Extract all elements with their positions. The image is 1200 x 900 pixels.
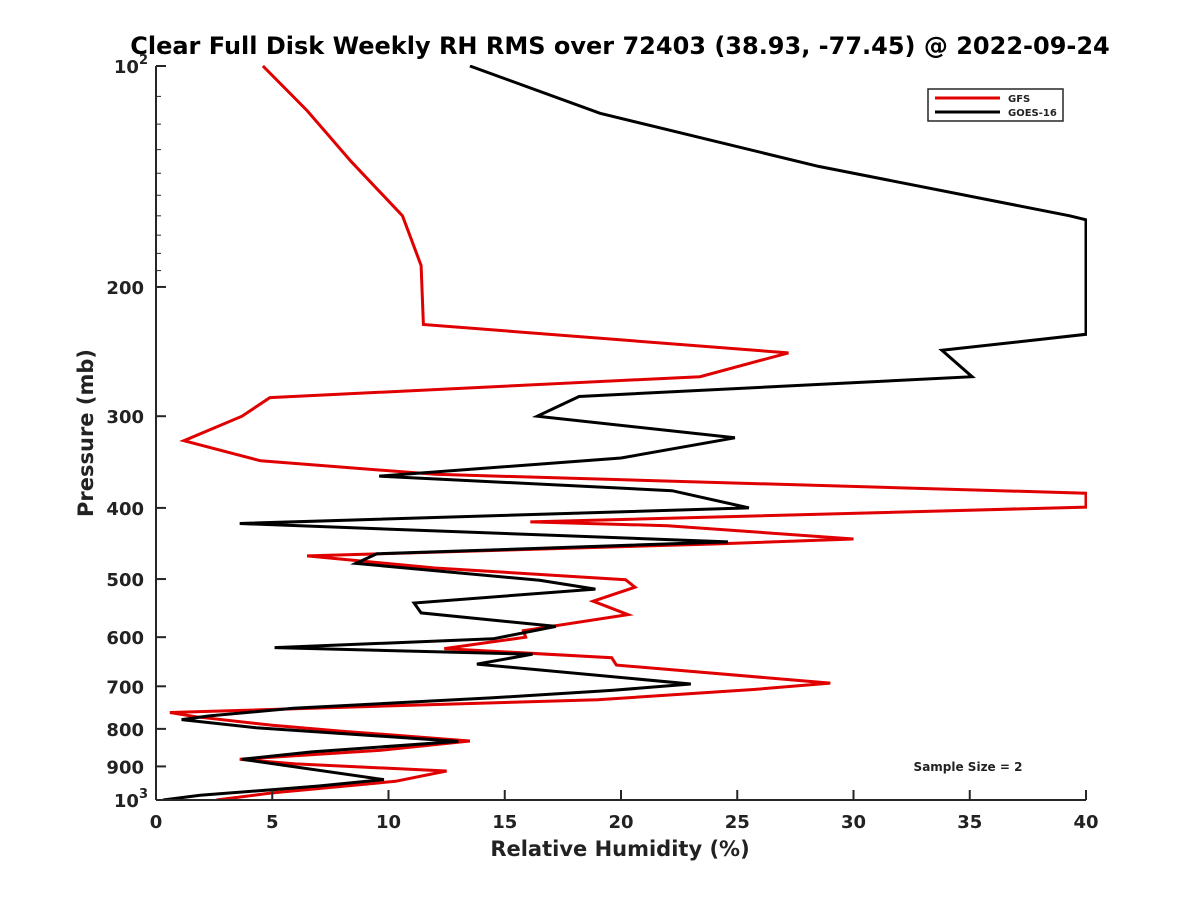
x-tick-label: 20: [608, 812, 633, 833]
y-tick-label: 500: [106, 570, 144, 591]
y-tick-label: 800: [106, 720, 144, 741]
x-tick-label: 25: [725, 812, 750, 833]
y-tick-label: 102: [114, 53, 148, 78]
series-line-gfs: [169, 65, 1087, 801]
x-tick-label: 10: [376, 812, 401, 833]
y-tick-label: 700: [106, 677, 144, 698]
y-axis-label: Pressure (mb): [74, 349, 98, 517]
x-tick-label: 30: [841, 812, 866, 833]
legend: GFS GOES-16: [927, 88, 1064, 122]
y-tick-label: 103: [114, 787, 148, 812]
plot-area: [155, 65, 1087, 801]
y-tick-label: 300: [106, 407, 144, 428]
series-line-goes-16: [162, 65, 1087, 801]
legend-label: GOES-16: [1008, 108, 1057, 119]
x-tick-label: 5: [266, 812, 279, 833]
x-tick-label: 35: [957, 812, 982, 833]
x-tick-label: 0: [150, 812, 163, 833]
legend-label: GFS: [1008, 94, 1030, 105]
sample-size-annotation: Sample Size = 2: [914, 760, 1023, 774]
y-tick-label: 600: [106, 628, 144, 649]
x-tick-label: 40: [1073, 812, 1098, 833]
y-tick-label: 200: [106, 278, 144, 299]
y-tick-label: 900: [106, 757, 144, 778]
x-tick-label: 15: [492, 812, 517, 833]
legend-box: [927, 88, 1064, 122]
y-tick-label: 400: [106, 499, 144, 520]
chart-title: Clear Full Disk Weekly RH RMS over 72403…: [130, 32, 1110, 60]
y-axis-ticks: 102 200 300 400 500 600 700 800 900 103: [106, 53, 166, 812]
x-axis-label: Relative Humidity (%): [490, 837, 749, 861]
x-axis-ticks: 0 5 10 15 20 25 30 35 40: [150, 790, 1099, 833]
